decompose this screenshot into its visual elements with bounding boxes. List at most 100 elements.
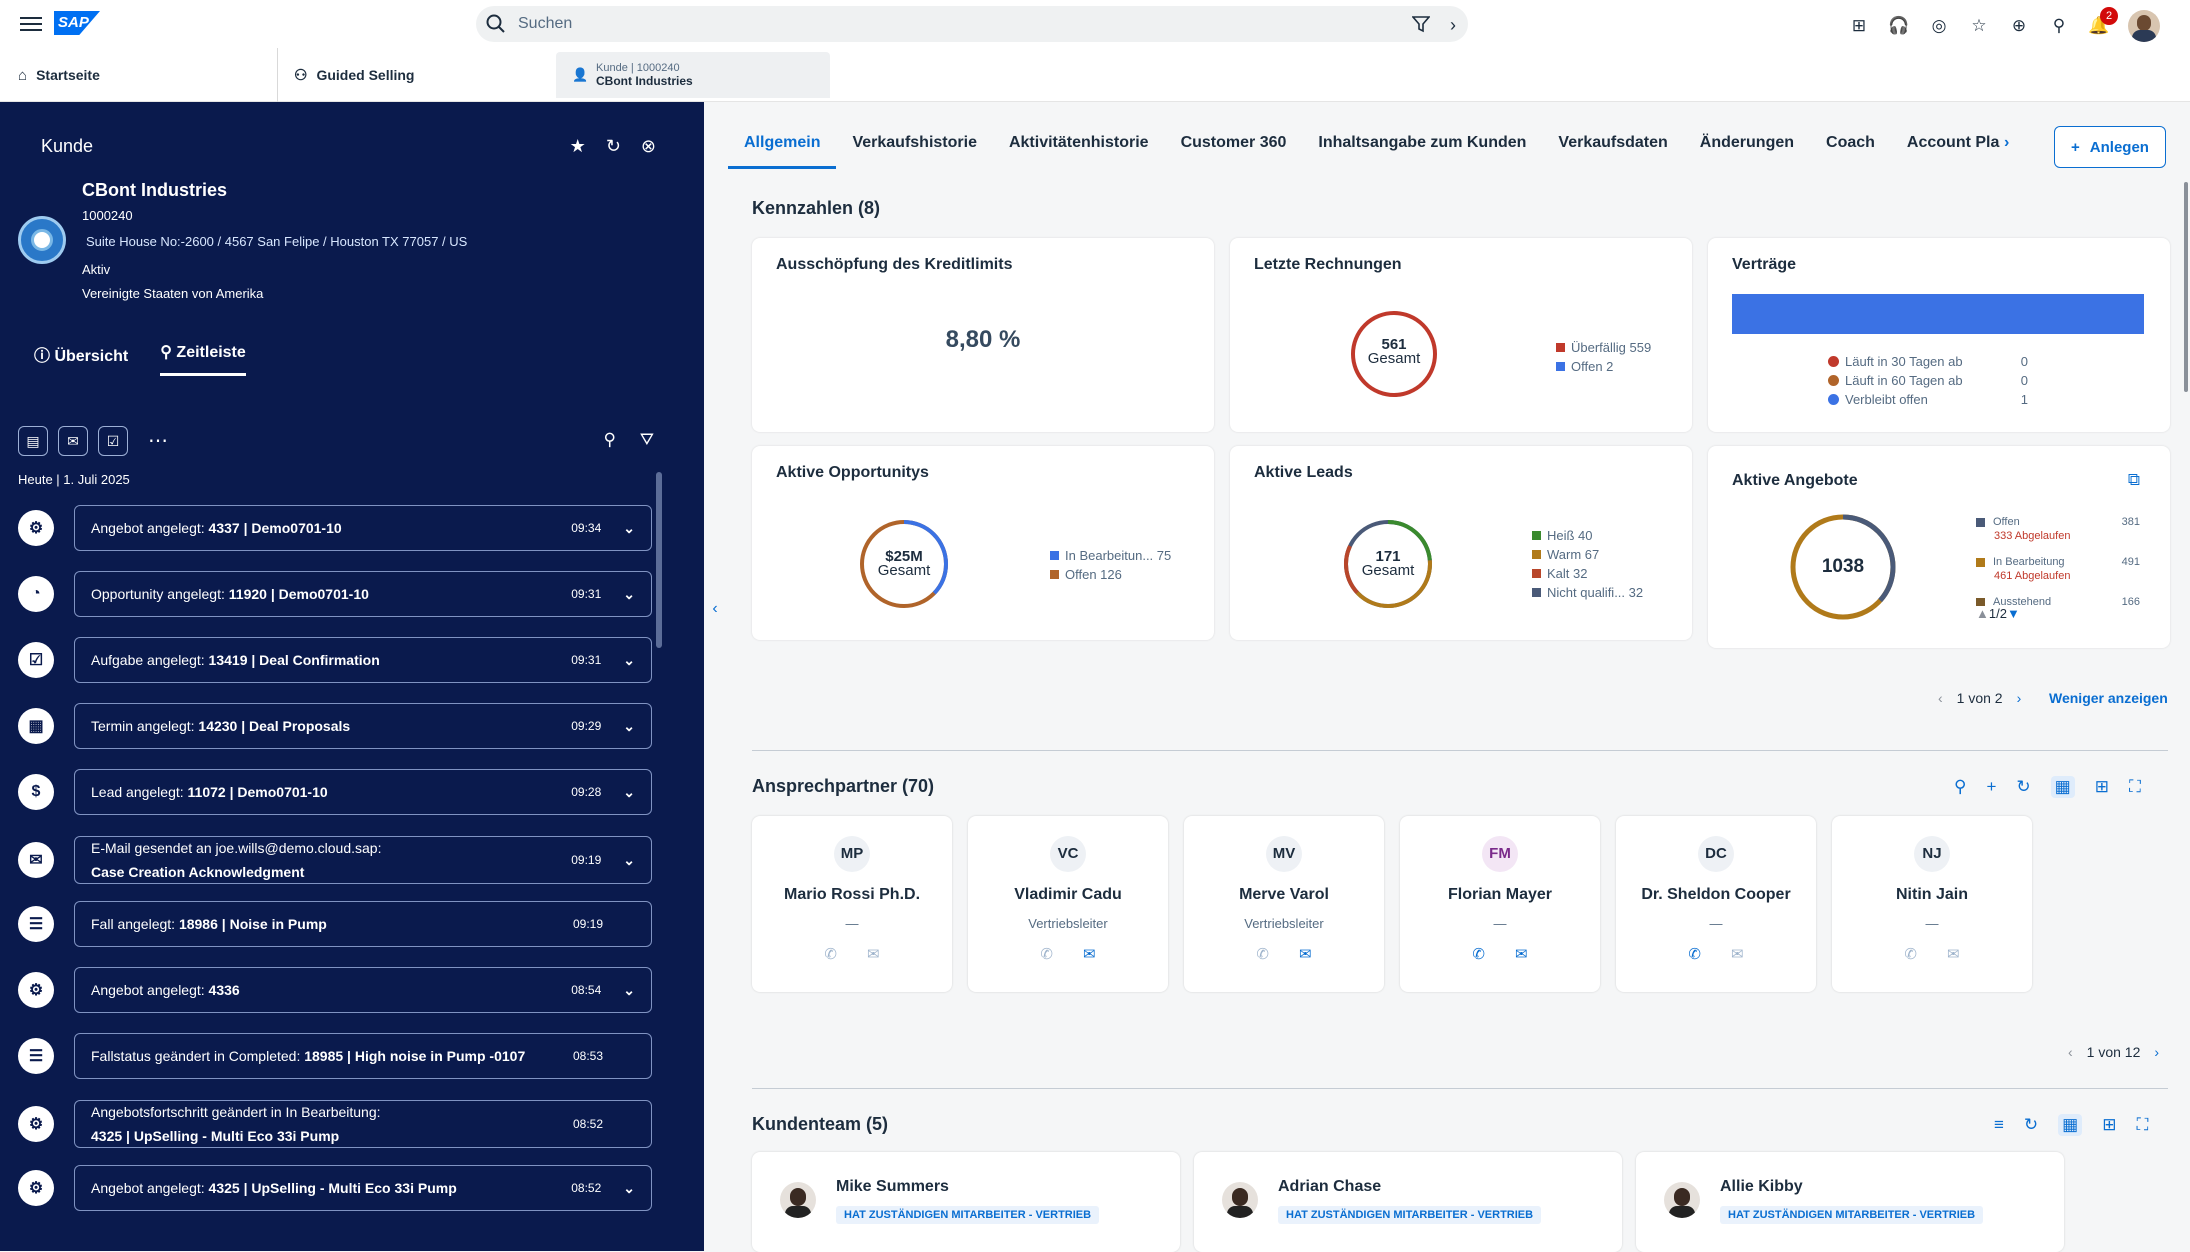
timeline-item[interactable]: ⚙ Angebotsfortschritt geändert in In Bear… — [0, 1096, 704, 1148]
timeline-item[interactable]: ◔ Opportunity angelegt: 11920 | Demo0701-… — [0, 568, 704, 620]
tab-aktivitätenhistorie[interactable]: Aktivitätenhistorie — [1008, 134, 1149, 151]
app-switch-icon[interactable]: ⊞ — [1851, 16, 1867, 35]
filter-icon[interactable] — [1412, 15, 1430, 33]
timeline-filter-icon[interactable]: ⛛ — [639, 430, 654, 449]
kpi-opportunities-card[interactable]: Aktive Opportunitys $25M Gesamt In Bearbe… — [752, 446, 1214, 640]
kpi-contracts-card[interactable]: Verträge Läuft in 30 Tagen ab 0 Läuft in … — [1708, 238, 2170, 432]
timeline-search-icon[interactable]: ⚲ — [603, 430, 616, 449]
timeline-item[interactable]: ⚙ Angebot angelegt: 4336 08:54 ⌄ — [0, 964, 704, 1016]
contact-name[interactable]: Merve Varol — [1239, 886, 1329, 903]
chevron-down-icon[interactable]: ⌄ — [623, 717, 635, 734]
contact-card[interactable]: MP Mario Rossi Ph.D. — ✆ ✉ — [752, 816, 952, 992]
table-view-icon[interactable]: ⊞ — [2102, 1115, 2117, 1134]
tab-customer[interactable]: 👤 Kunde | 1000240 CBont Industries — [556, 52, 830, 98]
contact-name[interactable]: Florian Mayer — [1447, 886, 1553, 903]
chat-icon[interactable]: ◎ — [1931, 16, 1947, 35]
contact-card[interactable]: FM Florian Mayer — ✆ ✉ — [1400, 816, 1600, 992]
contacts-next-icon[interactable]: › — [2154, 1044, 2160, 1060]
quotes-legend-pager[interactable]: ▲1/2▼ — [1976, 606, 2020, 621]
more-icon[interactable]: ⋯ — [148, 430, 169, 452]
contact-card[interactable]: NJ Nitin Jain — ✆ ✉ — [1832, 816, 2032, 992]
table-view-icon[interactable]: ⊞ — [2094, 777, 2109, 796]
refresh-icon[interactable]: ↻ — [2016, 777, 2031, 796]
tab-guided-selling[interactable]: ⚇ Guided Selling — [294, 48, 544, 102]
phone-icon[interactable]: ✆ — [1040, 946, 1053, 963]
contact-card[interactable]: MV Merve Varol Vertriebsleiter ✆ ✉ — [1184, 816, 1384, 992]
star-icon[interactable]: ☆ — [1971, 16, 1987, 35]
timeline-item[interactable]: $ Lead angelegt: 11072 | Demo0701-10 09:28… — [0, 766, 704, 818]
email-icon[interactable]: ✉ — [1947, 946, 1960, 963]
collapse-panel-icon[interactable]: ‹ — [712, 600, 718, 617]
contact-card[interactable]: VC Vladimir Cadu Vertriebsleiter ✆ ✉ — [968, 816, 1168, 992]
team-member-card[interactable]: Allie Kibby HAT ZUSTÄNDIGEN MITARBEITER -… — [1636, 1152, 2064, 1252]
customer-address[interactable]: Suite House No:-2600 / 4567 San Felipe /… — [86, 234, 468, 249]
chevron-down-icon[interactable]: ⌄ — [623, 981, 635, 998]
timeline-card[interactable]: Opportunity angelegt: 11920 | Demo0701-1… — [74, 571, 652, 617]
timeline-item[interactable]: ✉ E-Mail gesendet an joe.wills@demo.cloud… — [0, 832, 704, 884]
email-icon[interactable]: ✉ — [1299, 946, 1312, 963]
email-icon[interactable]: ✉ — [867, 946, 880, 963]
kpi-quotes-card[interactable]: Aktive Angebote ⧉ 1038 Offen 381 333 Abge… — [1708, 446, 2170, 648]
timeline-item[interactable]: ☰ Fall angelegt: 18986 | Noise in Pump 09:… — [0, 898, 704, 950]
user-avatar[interactable] — [2128, 10, 2160, 42]
tab-verkaufshistorie[interactable]: Verkaufshistorie — [852, 134, 977, 151]
chevron-down-icon[interactable]: ⌄ — [623, 1179, 635, 1196]
tab-inhaltsangabe-zum-kunden[interactable]: Inhaltsangabe zum Kunden — [1318, 134, 1527, 151]
contact-name[interactable]: Dr. Sheldon Cooper — [1641, 886, 1791, 903]
tab-account-pla[interactable]: Account Pla — [1906, 134, 2000, 151]
add-product-icon[interactable]: ⊕ — [2011, 16, 2027, 35]
headset-icon[interactable]: 🎧 — [1888, 16, 1910, 35]
sort-icon[interactable]: ≡ — [1994, 1115, 2004, 1134]
timeline-item[interactable]: ☰ Fallstatus geändert in Completed: 18985… — [0, 1030, 704, 1082]
phone-icon[interactable]: ✆ — [1904, 946, 1917, 963]
team-member-name[interactable]: Adrian Chase — [1278, 1178, 1382, 1195]
email-icon[interactable]: ✉ — [1083, 946, 1096, 963]
tab-customer-360[interactable]: Customer 360 — [1180, 134, 1287, 151]
tabs-scroll-right-icon[interactable]: › — [2004, 134, 2010, 151]
fullscreen-icon[interactable]: ⛶ — [2136, 1115, 2149, 1134]
timeline-item[interactable]: ⚙ Angebot angelegt: 4325 | UpSelling - Mu… — [0, 1162, 704, 1214]
timeline-card[interactable]: Fallstatus geändert in Completed: 18985 … — [74, 1033, 652, 1079]
chevron-down-icon[interactable]: ⌄ — [623, 851, 635, 868]
phone-icon[interactable]: ✆ — [1472, 946, 1485, 963]
contact-card[interactable]: DC Dr. Sheldon Cooper — ✆ ✉ — [1616, 816, 1816, 992]
tab-overview[interactable]: ⓘ Übersicht — [34, 342, 128, 376]
refresh-icon[interactable]: ↻ — [605, 136, 621, 156]
sap-logo[interactable]: SAP — [54, 11, 100, 35]
task-filter-icon[interactable]: ☑ — [98, 426, 128, 456]
fullscreen-icon[interactable]: ⛶ — [2128, 777, 2141, 796]
chevron-right-icon[interactable]: › — [1450, 15, 1456, 35]
pager-down-icon[interactable]: ▼ — [2006, 606, 2020, 621]
pager-up-icon[interactable]: ▲ — [1976, 606, 1989, 621]
chevron-down-icon[interactable]: ⌄ — [623, 783, 635, 800]
team-member-card[interactable]: Adrian Chase HAT ZUSTÄNDIGEN MITARBEITER … — [1194, 1152, 1622, 1252]
kpi-leads-card[interactable]: Aktive Leads 171 Gesamt Heiß 40 Warm 67 K… — [1230, 446, 1692, 640]
close-circle-icon[interactable]: ⊗ — [640, 136, 656, 156]
phone-icon[interactable]: ✆ — [824, 946, 837, 963]
kpi-next-icon[interactable]: › — [2016, 690, 2022, 706]
show-less-link[interactable]: Weniger anzeigen — [2049, 690, 2168, 706]
grid-view-icon[interactable]: ▦ — [2050, 776, 2075, 798]
refresh-icon[interactable]: ↻ — [2023, 1115, 2039, 1134]
tab-timeline[interactable]: ⚲ Zeitleiste — [160, 342, 246, 376]
open-external-icon[interactable]: ⧉ — [2127, 470, 2140, 489]
favorite-star-icon[interactable]: ★ — [569, 136, 586, 156]
grid-view-icon[interactable]: ▦ — [2058, 1114, 2083, 1136]
tab-home[interactable]: ⌂ Startseite — [18, 48, 278, 102]
timeline-card[interactable]: Angebot angelegt: 4325 | UpSelling - Mul… — [74, 1165, 652, 1211]
timeline-card[interactable]: Angebotsfortschritt geändert in In Bearb… — [74, 1100, 652, 1148]
team-member-name[interactable]: Allie Kibby — [1720, 1178, 1803, 1195]
contact-name[interactable]: Nitin Jain — [1895, 886, 1968, 903]
tab-allgemein[interactable]: Allgemein — [728, 122, 837, 169]
main-scrollbar[interactable] — [2184, 182, 2188, 392]
timeline-scrollbar[interactable] — [656, 472, 662, 648]
chevron-down-icon[interactable]: ⌄ — [623, 519, 635, 536]
search-field[interactable]: Suchen › — [476, 6, 1468, 42]
tab-änderungen[interactable]: Änderungen — [1699, 134, 1795, 151]
tab-verkaufsdaten[interactable]: Verkaufsdaten — [1558, 134, 1668, 151]
contacts-prev-icon[interactable]: ‹ — [2068, 1044, 2073, 1060]
email-filter-icon[interactable]: ✉ — [58, 426, 88, 456]
phone-icon[interactable]: ✆ — [1256, 946, 1269, 963]
timeline-card[interactable]: Angebot angelegt: 4337 | Demo0701-10 09:3… — [74, 505, 652, 551]
contact-name[interactable]: Mario Rossi Ph.D. — [783, 886, 921, 903]
